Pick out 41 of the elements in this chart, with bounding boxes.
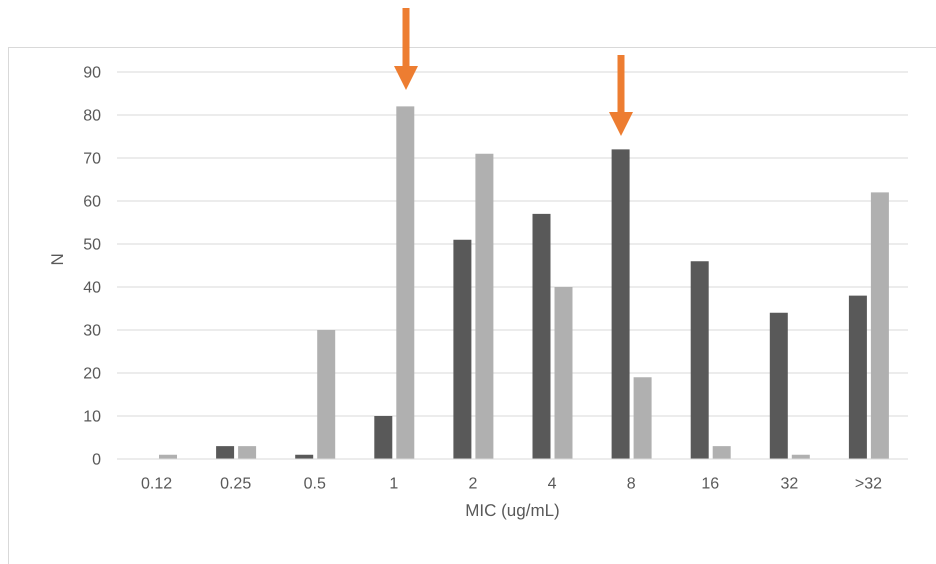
bar bbox=[634, 377, 652, 459]
x-tick-label: 8 bbox=[626, 475, 636, 492]
x-tick-label: 16 bbox=[701, 475, 720, 492]
bar bbox=[475, 154, 494, 459]
x-tick-label: >32 bbox=[854, 475, 882, 492]
bar bbox=[612, 149, 630, 459]
x-tick-label: 0.25 bbox=[220, 475, 252, 492]
bar bbox=[453, 240, 472, 459]
bar bbox=[712, 446, 731, 459]
bar bbox=[848, 296, 867, 459]
y-tick-label: 0 bbox=[92, 452, 102, 469]
bar bbox=[238, 446, 256, 459]
bar bbox=[295, 454, 314, 459]
bar bbox=[870, 192, 889, 459]
bar bbox=[317, 330, 336, 459]
bar bbox=[532, 214, 550, 459]
y-tick-label: 40 bbox=[83, 280, 102, 297]
y-tick-label: 70 bbox=[83, 150, 102, 168]
y-tick-label: 60 bbox=[83, 194, 102, 211]
bar bbox=[792, 454, 810, 459]
x-tick-label: 1 bbox=[389, 475, 398, 492]
x-axis-title: MIC (ug/mL) bbox=[465, 501, 560, 520]
x-tick-label: 0.5 bbox=[304, 475, 326, 492]
bar bbox=[690, 261, 709, 459]
bar bbox=[159, 454, 177, 459]
x-tick-label: 0.12 bbox=[140, 475, 172, 492]
bar bbox=[374, 416, 392, 459]
y-tick-label: 90 bbox=[83, 64, 102, 82]
y-tick-label: 50 bbox=[83, 236, 102, 254]
y-tick-label: 10 bbox=[83, 408, 102, 426]
bar bbox=[216, 446, 234, 459]
y-tick-label: 20 bbox=[83, 366, 102, 383]
bar bbox=[396, 106, 414, 459]
y-axis-title: N bbox=[48, 253, 68, 266]
x-tick-label: 4 bbox=[548, 475, 557, 492]
x-tick-label: 32 bbox=[780, 475, 798, 492]
y-tick-label: 30 bbox=[83, 322, 102, 340]
y-tick-label: 80 bbox=[83, 108, 102, 125]
bar bbox=[770, 312, 788, 459]
bar bbox=[554, 287, 572, 459]
x-tick-label: 2 bbox=[468, 475, 478, 492]
